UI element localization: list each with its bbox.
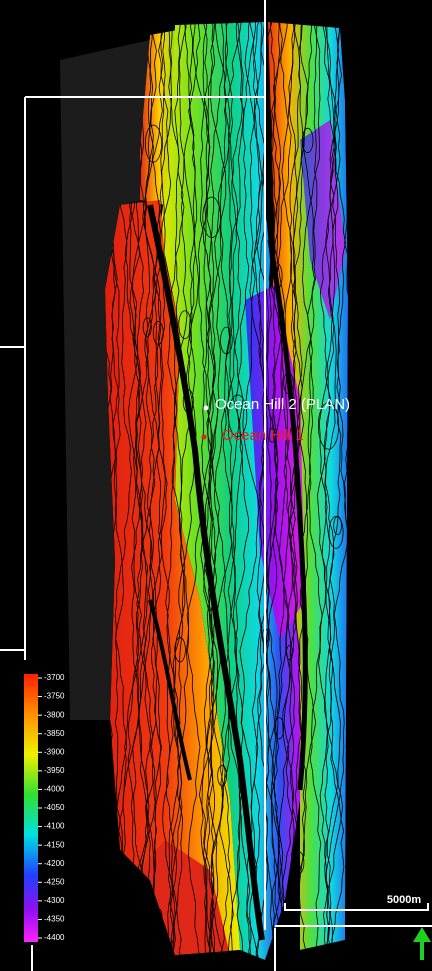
well-marker: [201, 434, 207, 440]
contour-closure: [142, 317, 152, 337]
fault: [148, 599, 192, 781]
contour-line: [324, 20, 346, 960]
contour-line: [145, 20, 172, 960]
contour-line: [171, 20, 193, 960]
contour-line: [344, 20, 348, 960]
contour-line: [222, 20, 244, 960]
color-bar-label: -3700: [44, 673, 65, 682]
contour-closure: [178, 310, 192, 340]
contour-line: [203, 20, 220, 960]
contour-line: [265, 20, 286, 960]
contour-line: [150, 20, 166, 960]
surface-block: [300, 120, 345, 320]
contour-line: [210, 20, 243, 960]
color-bar-label: -4050: [44, 803, 65, 812]
contour-closure: [154, 908, 163, 926]
contour-line: [129, 20, 154, 960]
contour-closure: [286, 644, 294, 661]
contour-closure: [294, 851, 305, 874]
color-bar-label: -4200: [44, 859, 65, 868]
contour-line: [265, 20, 288, 960]
contour-line: [295, 20, 315, 960]
contour-line: [280, 20, 298, 960]
contour-line: [234, 20, 257, 960]
contour-line: [239, 20, 266, 960]
surface-block: [105, 200, 240, 955]
color-bar-label: -3900: [44, 747, 65, 756]
contour-line: [278, 20, 304, 960]
contour-closure: [217, 765, 228, 787]
color-bar-label: -4000: [44, 785, 65, 794]
contour-line: [302, 20, 323, 960]
color-bar-label: -3950: [44, 766, 65, 775]
contour-line: [140, 20, 168, 960]
contour-line: [197, 20, 215, 960]
contour-line: [168, 20, 197, 960]
contour-line: [282, 20, 309, 960]
contour-line: [247, 20, 270, 960]
color-bar-labels: -3700 -3750 -3800 -3850 -3900 -3950 -4000 -4050…: [38, 673, 65, 942]
contour-line: [317, 20, 339, 960]
contour-closure: [268, 427, 276, 443]
contour-line: [213, 20, 231, 960]
contour-line: [162, 20, 184, 960]
fault: [267, 239, 308, 791]
contour-line: [298, 20, 318, 960]
contour-closure: [202, 196, 222, 239]
contour-closure: [273, 716, 285, 740]
color-bar-label: -4150: [44, 840, 65, 849]
north-arrow: [413, 927, 431, 960]
contour-closure: [174, 637, 186, 663]
contour-line: [219, 20, 245, 960]
color-bar-label: -4100: [44, 822, 65, 831]
color-bar-label: -4350: [44, 915, 65, 924]
contour-line: [133, 20, 164, 960]
contour-line: [318, 20, 342, 960]
color-bar-label: -3750: [44, 692, 65, 701]
contour-line: [323, 20, 345, 960]
color-bar-label: -4400: [44, 933, 65, 942]
contour-closure: [317, 402, 340, 450]
contour-closure: [328, 515, 344, 549]
color-bar-label: -3800: [44, 710, 65, 719]
contour-line: [200, 20, 227, 960]
contour-closure: [152, 321, 164, 345]
well-label: Ocean Hill 1: [222, 427, 304, 444]
scale-bar: 5000m: [284, 894, 429, 911]
scale-label: 5000m: [387, 894, 421, 906]
well-label: Ocean Hill 2 (PLAN): [215, 396, 350, 413]
contour-line: [244, 20, 269, 960]
contour-line: [206, 20, 233, 960]
contour-closure: [220, 326, 233, 355]
contour-line: [154, 20, 176, 960]
color-bar-label: -4250: [44, 877, 65, 886]
contour-closure: [228, 394, 248, 438]
contour-line: [321, 20, 341, 960]
color-bar-label: -4300: [44, 896, 65, 905]
color-bar-label: -3850: [44, 729, 65, 738]
contour-closure: [301, 127, 314, 154]
fault: [147, 204, 265, 941]
color-bar: [24, 674, 38, 942]
well-marker: [203, 405, 209, 411]
contour-line: [288, 20, 305, 960]
contour-line: [325, 20, 348, 960]
contour-closure: [144, 124, 162, 163]
